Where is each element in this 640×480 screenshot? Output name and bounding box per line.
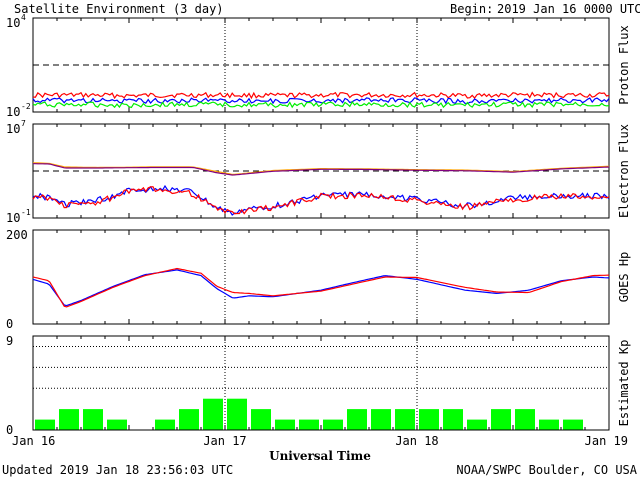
kp-bar [347,409,367,430]
begin-label: Begin: [450,2,493,16]
kp-bar [299,419,319,430]
panel-frame-overlay-kp [32,335,610,431]
y-tick-label-bottom-kp: 0 [6,423,13,437]
y-tick-label-bottom-goes: 0 [6,317,13,331]
kp-bar [59,409,79,430]
y-tick-label-top-proton: 10 [6,16,20,30]
kp-bar [227,398,247,430]
x-tick-label: Jan 18 [395,434,438,448]
x-tick-label: Jan 19 [585,434,628,448]
panel-label-kp: Estimated Kp [617,340,631,427]
y-tick-label-top-electron: 10 [6,122,20,136]
series-line-goes-0 [32,269,610,307]
y-tick-exponent-top-proton: 4 [21,13,26,22]
kp-bar [395,409,415,430]
kp-bar [323,419,343,430]
series-line-goes-1 [32,267,610,308]
kp-bar [107,419,127,430]
kp-bar [155,419,175,430]
kp-bar [179,409,199,430]
updated-text: Updated 2019 Jan 18 23:56:03 UTC [2,463,233,477]
y-tick-label-top-goes: 200 [6,228,28,242]
y-tick-exponent-top-electron: 7 [21,119,26,128]
kp-bar [443,409,463,430]
kp-bar [515,409,535,430]
kp-bar [35,419,55,430]
series-line-electron-1 [33,163,610,176]
kp-bar [539,419,559,430]
panel-frame-goes [32,229,610,325]
series-line-electron-2 [32,184,610,216]
series-line-proton-2 [32,100,610,109]
panel-goes: 200 0 GOES Hp [6,228,631,331]
series-line-proton-0 [32,91,610,100]
kp-bar [491,409,511,430]
x-tick-label: Jan 17 [203,434,246,448]
y-tick-exponent-bottom-proton: -2 [21,102,31,111]
credit-text: NOAA/SWPC Boulder, CO USA [456,463,637,477]
kp-bar [83,409,103,430]
series-line-electron-0 [32,162,610,175]
series-line-electron-3 [32,186,610,215]
panel-kp: 9 0 Estimated Kp [6,334,631,437]
x-axis-title: Universal Time [269,449,371,463]
begin-value: 2019 Jan 16 0000 UTC [497,2,640,16]
x-tick-label: Jan 16 [12,434,55,448]
kp-bar [563,419,583,430]
panel-frame-proton [32,17,610,113]
panel-label-goes: GOES Hp [617,252,631,303]
kp-bar [467,419,487,430]
kp-bar [251,409,271,430]
series-line-proton-1 [32,97,610,105]
y-tick-label-bottom-proton: 10 [6,105,20,119]
kp-bar [419,409,439,430]
y-tick-label-bottom-electron: 10 [6,211,20,225]
panel-label-electron: Electron Flux [617,124,631,218]
y-tick-label-top-kp: 9 [6,334,13,348]
chart-title: Satellite Environment (3 day) [14,2,224,16]
panel-label-proton: Proton Flux [617,25,631,104]
kp-bar [371,409,391,430]
y-tick-exponent-bottom-electron: -1 [21,208,31,217]
kp-bar [275,419,295,430]
kp-bar [203,398,223,430]
